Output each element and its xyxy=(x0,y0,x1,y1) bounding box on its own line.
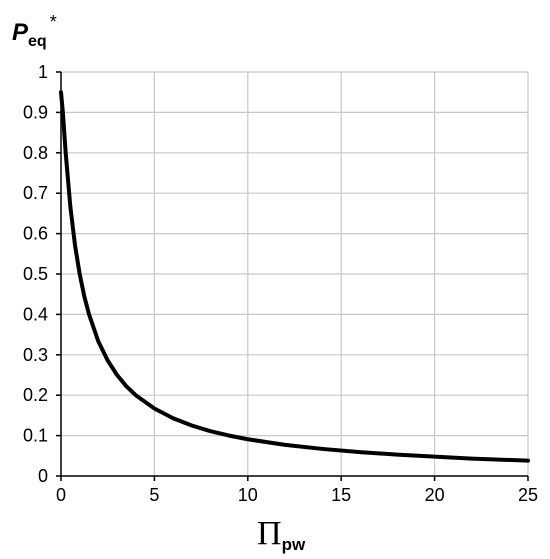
y-tick-label: 0.2 xyxy=(23,385,48,405)
y-tick-label: 0.3 xyxy=(23,345,48,365)
x-axis-label: Πpw xyxy=(257,515,306,554)
y-tick-label: 0 xyxy=(38,466,48,486)
y-tick-labels: 0 0.1 0.2 0.3 0.4 0.5 0.6 0.7 0.8 0.9 1 xyxy=(23,62,48,486)
x-tick-label: 5 xyxy=(149,485,159,505)
y-tick-label: 1 xyxy=(38,62,48,82)
series-line xyxy=(59,90,530,463)
x-tick-label: 25 xyxy=(518,485,538,505)
y-tick-label: 0.7 xyxy=(23,183,48,203)
grid xyxy=(61,71,529,476)
x-tick-label: 10 xyxy=(238,485,258,505)
y-tick-label: 0.9 xyxy=(23,102,48,122)
series-line-group xyxy=(59,90,530,463)
y-tick-label: 0.1 xyxy=(23,426,48,446)
x-tick-labels: 0 5 10 15 20 25 xyxy=(56,485,538,505)
axes xyxy=(56,71,529,481)
x-tick-label: 15 xyxy=(331,485,351,505)
y-tick-label: 0.4 xyxy=(23,304,48,324)
x-tick-label: 0 xyxy=(56,485,66,505)
y-axis-label: Peq* xyxy=(12,12,57,50)
y-tick-label: 0.6 xyxy=(23,224,48,244)
y-tick-label: 0.8 xyxy=(23,143,48,163)
y-tick-label: 0.5 xyxy=(23,264,48,284)
x-tick-label: 20 xyxy=(425,485,445,505)
